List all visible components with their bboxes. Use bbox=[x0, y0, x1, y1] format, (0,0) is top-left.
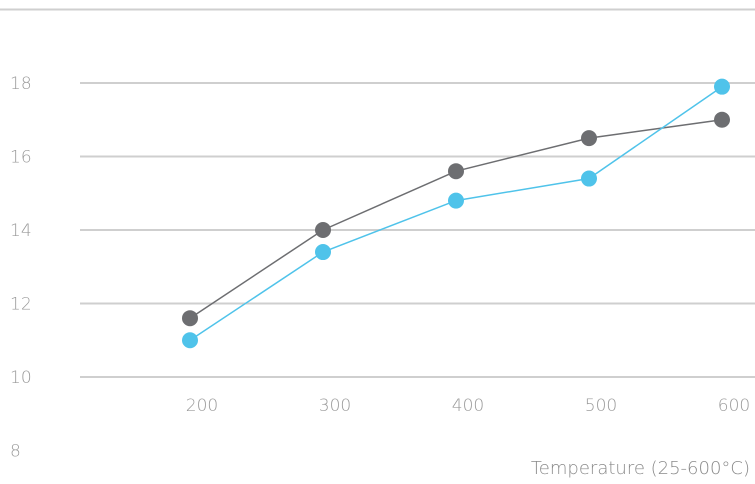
x-axis-title: Temperature (25-600°C) bbox=[531, 458, 750, 479]
y-tick-label: 12 bbox=[10, 295, 32, 315]
x-tick-label: 300 bbox=[319, 396, 351, 416]
y-tick-label: 18 bbox=[10, 74, 32, 94]
series-2-point bbox=[182, 332, 198, 349]
series-lines bbox=[189, 86, 723, 341]
x-tick-label: 200 bbox=[186, 396, 218, 416]
x-tick-label: 400 bbox=[452, 396, 484, 416]
x-tick-label: 500 bbox=[585, 396, 617, 416]
gridlines bbox=[0, 8, 755, 378]
series-2-line bbox=[189, 86, 723, 341]
series-2-point bbox=[315, 244, 331, 261]
series-2-point bbox=[581, 170, 597, 187]
x-tick-label: 600 bbox=[718, 396, 750, 416]
series-1-point bbox=[448, 163, 464, 180]
series-1-point bbox=[581, 130, 597, 147]
y-tick-label: 16 bbox=[10, 148, 32, 168]
series-2-point bbox=[714, 78, 730, 95]
series-1-point bbox=[315, 222, 331, 238]
series-1-point bbox=[714, 111, 730, 128]
data-points bbox=[182, 78, 730, 349]
y-tick-label: 8 bbox=[10, 442, 21, 462]
y-tick-label: 10 bbox=[10, 368, 32, 388]
y-tick-label: 14 bbox=[10, 221, 32, 241]
series-1-line bbox=[189, 119, 723, 319]
series-2-point bbox=[448, 192, 464, 209]
y-axis-tick-labels: 8 10 12 14 16 18 bbox=[10, 74, 32, 462]
x-axis-tick-labels: 200 300 400 500 600 bbox=[186, 396, 750, 416]
series-1-point bbox=[182, 310, 198, 327]
